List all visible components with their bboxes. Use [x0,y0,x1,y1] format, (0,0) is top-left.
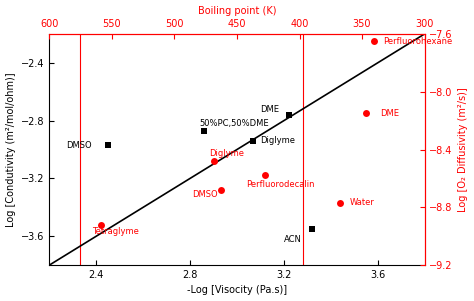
X-axis label: -Log [Visocity (Pa.s)]: -Log [Visocity (Pa.s)] [187,285,287,296]
Text: Tetraglyme: Tetraglyme [91,227,138,236]
Text: Diglyme: Diglyme [209,149,244,158]
Text: DMSO: DMSO [66,141,91,150]
Y-axis label: Log [O₂ Diffusivity (m²/s)]: Log [O₂ Diffusivity (m²/s)] [458,87,468,212]
Text: DMSO: DMSO [192,190,218,199]
X-axis label: Boiling point (K): Boiling point (K) [198,5,276,16]
Text: 50%PC,50%DME: 50%PC,50%DME [200,119,269,128]
Text: Water: Water [349,198,374,207]
Text: Diglyme: Diglyme [260,136,295,145]
Text: Perfluorohexane: Perfluorohexane [383,37,453,46]
Text: Perfluorodecalin: Perfluorodecalin [246,180,315,189]
Text: DME: DME [380,109,399,118]
Y-axis label: Log [Condutivity (m²/mol/ohm)]: Log [Condutivity (m²/mol/ohm)] [6,72,16,227]
Text: ACN: ACN [284,234,302,244]
Text: DME: DME [260,104,280,113]
